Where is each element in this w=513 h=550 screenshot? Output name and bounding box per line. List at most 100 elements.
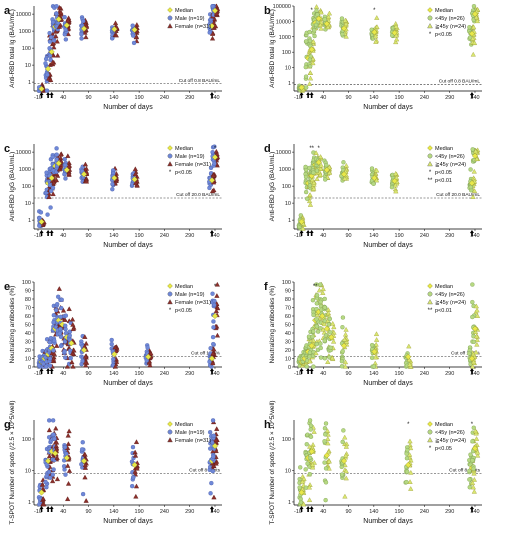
- median-marker: [48, 48, 55, 55]
- data-point: [318, 299, 323, 305]
- x-axis-label: Number of days: [363, 380, 413, 387]
- median-marker: [471, 152, 479, 159]
- cutoff-label: Cut off 0.8 BAU/mL: [179, 78, 221, 84]
- dose-arrow-icon: [469, 230, 474, 236]
- data-point: [48, 475, 53, 480]
- data-point: [303, 85, 309, 90]
- panel-label-e: e: [4, 281, 10, 293]
- data-point: [59, 297, 64, 302]
- data-point: [471, 488, 477, 494]
- data-point: [132, 166, 138, 172]
- y-axis-label: T-SPOT Number of spots (/2.5 × 10^5/well…: [9, 400, 16, 524]
- data-point: [312, 28, 317, 33]
- data-point: [83, 362, 89, 368]
- x-tick-label: 290: [445, 371, 454, 377]
- data-point: [66, 163, 72, 169]
- data-point: [48, 205, 53, 210]
- x-tick-label: 40: [60, 95, 66, 101]
- median-marker: [131, 461, 138, 468]
- data-point: [369, 166, 375, 171]
- y-tick-label: 10: [285, 357, 291, 363]
- data-point: [207, 430, 213, 435]
- data-point: [471, 188, 478, 193]
- x-tick-label: 240: [420, 371, 429, 377]
- data-point: [393, 39, 399, 45]
- data-point: [43, 364, 49, 369]
- x-tick-label: 140: [369, 371, 378, 377]
- data-point: [303, 467, 308, 472]
- data-point: [314, 341, 319, 347]
- dose-arrow-icon: [49, 368, 54, 374]
- median-marker: [145, 353, 152, 360]
- data-point: [323, 177, 328, 182]
- data-point: [207, 185, 212, 191]
- data-point: [82, 334, 88, 339]
- median-marker: [208, 22, 216, 30]
- data-point: [133, 180, 139, 185]
- y-tick-label: 20: [285, 348, 291, 354]
- data-point: [393, 175, 400, 180]
- data-point: [339, 472, 345, 477]
- legend-label: Male (n=19): [175, 430, 205, 436]
- data-point: [314, 8, 319, 13]
- y-tick-label: 30: [25, 340, 31, 346]
- data-point: [41, 501, 47, 507]
- y-tick-label: 20: [25, 348, 31, 354]
- legend-label: ≧45y (n=24): [435, 300, 466, 306]
- data-point: [211, 319, 216, 324]
- data-point: [474, 313, 481, 318]
- panel-d: d 1 10 100 1000 10000 -10 40 90 140 190 240 290 340 Nu…: [264, 143, 482, 249]
- data-point: [213, 460, 219, 466]
- data-point: [51, 467, 56, 472]
- y-axis-label: T-SPOT Number of spots (/2.5 × 10^5/well…: [269, 400, 276, 524]
- legend-label: Median: [175, 422, 193, 428]
- data-point: [50, 472, 56, 477]
- legend-triangle-icon: [427, 437, 433, 443]
- median-marker: [308, 342, 315, 349]
- data-point: [318, 282, 323, 287]
- panel-b: b 1 10 100 1000 10000 100000 -10 40 90 140 190 240 29…: [264, 4, 482, 111]
- legend-label: Median: [175, 146, 193, 152]
- data-point: [314, 301, 319, 306]
- data-point: [207, 30, 212, 35]
- data-point: [340, 315, 346, 320]
- data-point: [212, 23, 219, 29]
- data-point: [53, 33, 59, 39]
- data-point: [53, 307, 59, 313]
- x-tick-label: 240: [160, 509, 169, 515]
- data-point: [299, 478, 306, 484]
- dose-arrow-icon: [309, 506, 314, 512]
- median-marker: [315, 15, 322, 22]
- data-point: [130, 444, 136, 450]
- data-point: [310, 38, 316, 44]
- x-tick-label: 90: [86, 95, 92, 101]
- cutoff-label: Cut off 12.5%: [451, 350, 481, 356]
- data-point: [47, 182, 53, 188]
- data-point: [340, 439, 345, 445]
- data-point: [66, 306, 72, 311]
- legend-label: Median: [435, 422, 453, 428]
- data-point: [408, 469, 414, 475]
- data-point: [63, 27, 68, 32]
- data-point: [43, 354, 48, 360]
- legend-label: ≧45y (n=24): [435, 162, 466, 168]
- y-tick-label: 10: [25, 468, 31, 474]
- data-point: [470, 363, 476, 369]
- data-point: [58, 164, 64, 170]
- x-tick-label: 240: [160, 233, 169, 239]
- data-point: [311, 170, 316, 175]
- data-point: [306, 484, 312, 490]
- data-point: [307, 418, 313, 423]
- y-tick-label: 10000: [276, 19, 291, 25]
- data-point: [50, 154, 55, 160]
- dose-arrow-icon: [306, 506, 311, 512]
- legend-label: ≧45y (n=24): [435, 24, 466, 30]
- data-point: [389, 185, 395, 190]
- data-point: [303, 64, 308, 70]
- median-marker: [52, 450, 59, 457]
- data-point: [57, 331, 62, 336]
- data-point: [47, 356, 53, 361]
- data-point: [109, 341, 114, 347]
- dose-arrow-icon: [299, 506, 304, 512]
- legend-label: p<0.05: [435, 32, 452, 38]
